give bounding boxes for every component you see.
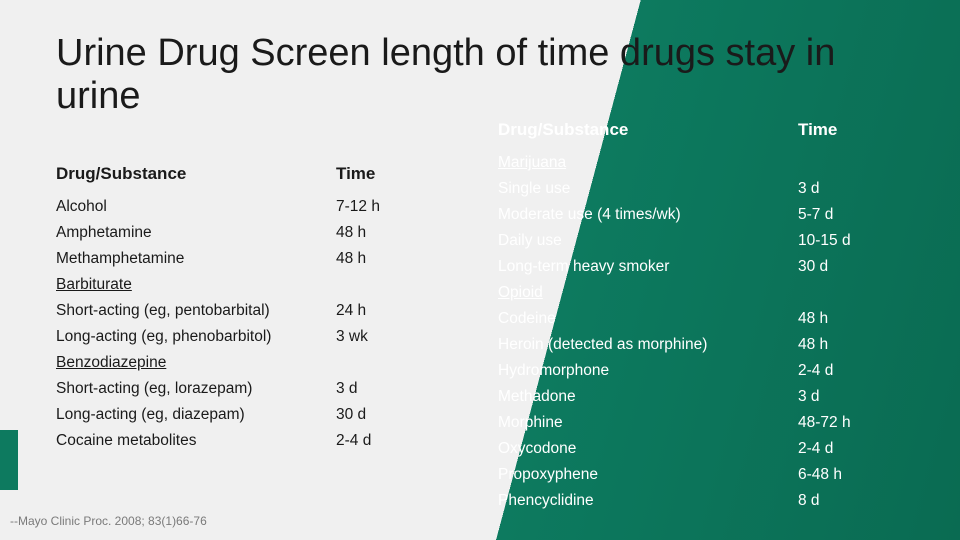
left-cell-drug: Barbiturate [56, 272, 336, 298]
right-cell-time [798, 280, 918, 306]
left-row: Cocaine metabolites2-4 d [56, 428, 456, 454]
right-table-body: MarijuanaSingle use3 dModerate use (4 ti… [498, 150, 928, 514]
right-cell-time: 5-7 d [798, 202, 918, 228]
right-row: Morphine48-72 h [498, 410, 928, 436]
right-cell-time: 48-72 h [798, 410, 918, 436]
left-row: Long-acting (eg, phenobarbitol)3 wk [56, 324, 456, 350]
accent-bar [0, 430, 18, 490]
right-row: Hydromorphone2-4 d [498, 358, 928, 384]
slide-title: Urine Drug Screen length of time drugs s… [56, 32, 916, 117]
left-row: Short-acting (eg, lorazepam)3 d [56, 376, 456, 402]
right-row: Phencyclidine8 d [498, 488, 928, 514]
right-cell-time: 30 d [798, 254, 918, 280]
right-cell-time: 8 d [798, 488, 918, 514]
right-cell-time [798, 150, 918, 176]
right-cell-drug: Single use [498, 176, 798, 202]
left-header-drug: Drug/Substance [56, 164, 336, 184]
left-row: Long-acting (eg, diazepam)30 d [56, 402, 456, 428]
left-cell-time: 30 d [336, 402, 456, 428]
right-cell-time: 3 d [798, 384, 918, 410]
left-cell-drug: Long-acting (eg, diazepam) [56, 402, 336, 428]
left-cell-drug: Long-acting (eg, phenobarbitol) [56, 324, 336, 350]
left-cell-drug: Cocaine metabolites [56, 428, 336, 454]
right-header-drug: Drug/Substance [498, 120, 798, 140]
left-cell-time: 2-4 d [336, 428, 456, 454]
left-cell-drug: Benzodiazepine [56, 350, 336, 376]
right-cell-drug: Methadone [498, 384, 798, 410]
left-cell-time: 3 d [336, 376, 456, 402]
left-cell-drug: Short-acting (eg, pentobarbital) [56, 298, 336, 324]
left-cell-drug: Amphetamine [56, 220, 336, 246]
right-cell-time: 2-4 d [798, 436, 918, 462]
right-cell-drug: Propoxyphene [498, 462, 798, 488]
left-cell-time [336, 272, 456, 298]
right-cell-drug: Daily use [498, 228, 798, 254]
right-cell-time: 48 h [798, 306, 918, 332]
right-cell-drug: Morphine [498, 410, 798, 436]
slide: Urine Drug Screen length of time drugs s… [0, 0, 960, 540]
left-row: Amphetamine48 h [56, 220, 456, 246]
left-cell-time: 3 wk [336, 324, 456, 350]
right-row: Marijuana [498, 150, 928, 176]
right-cell-drug: Hydromorphone [498, 358, 798, 384]
left-row: Methamphetamine48 h [56, 246, 456, 272]
left-cell-drug: Methamphetamine [56, 246, 336, 272]
left-table-header: Drug/Substance Time [56, 164, 456, 184]
right-cell-drug: Long-term heavy smoker [498, 254, 798, 280]
left-cell-time: 48 h [336, 220, 456, 246]
right-row: Moderate use (4 times/wk)5-7 d [498, 202, 928, 228]
left-row: Barbiturate [56, 272, 456, 298]
citation: --Mayo Clinic Proc. 2008; 83(1)66-76 [10, 514, 207, 528]
right-cell-time: 48 h [798, 332, 918, 358]
right-row: Heroin (detected as morphine)48 h [498, 332, 928, 358]
left-cell-time: 24 h [336, 298, 456, 324]
right-row: Codeine48 h [498, 306, 928, 332]
right-cell-drug: Marijuana [498, 150, 798, 176]
right-cell-drug: Oxycodone [498, 436, 798, 462]
right-row: Opioid [498, 280, 928, 306]
left-header-time: Time [336, 164, 456, 184]
right-row: Oxycodone2-4 d [498, 436, 928, 462]
right-row: Long-term heavy smoker30 d [498, 254, 928, 280]
right-row: Methadone3 d [498, 384, 928, 410]
left-row: Alcohol7-12 h [56, 194, 456, 220]
right-cell-drug: Phencyclidine [498, 488, 798, 514]
right-cell-time: 2-4 d [798, 358, 918, 384]
right-cell-drug: Heroin (detected as morphine) [498, 332, 798, 358]
right-header-time: Time [798, 120, 918, 140]
right-row: Daily use10-15 d [498, 228, 928, 254]
left-row: Benzodiazepine [56, 350, 456, 376]
right-table: Drug/Substance Time MarijuanaSingle use3… [498, 120, 928, 514]
left-cell-drug: Alcohol [56, 194, 336, 220]
right-cell-drug: Codeine [498, 306, 798, 332]
right-cell-time: 6-48 h [798, 462, 918, 488]
left-cell-time: 7-12 h [336, 194, 456, 220]
left-row: Short-acting (eg, pentobarbital)24 h [56, 298, 456, 324]
right-cell-time: 10-15 d [798, 228, 918, 254]
right-cell-drug: Moderate use (4 times/wk) [498, 202, 798, 228]
left-table: Drug/Substance Time Alcohol7-12 hAmpheta… [56, 164, 456, 454]
left-cell-drug: Short-acting (eg, lorazepam) [56, 376, 336, 402]
left-table-body: Alcohol7-12 hAmphetamine48 hMethamphetam… [56, 194, 456, 454]
right-row: Propoxyphene6-48 h [498, 462, 928, 488]
left-cell-time [336, 350, 456, 376]
right-cell-drug: Opioid [498, 280, 798, 306]
left-cell-time: 48 h [336, 246, 456, 272]
right-cell-time: 3 d [798, 176, 918, 202]
right-row: Single use3 d [498, 176, 928, 202]
right-table-header: Drug/Substance Time [498, 120, 928, 140]
